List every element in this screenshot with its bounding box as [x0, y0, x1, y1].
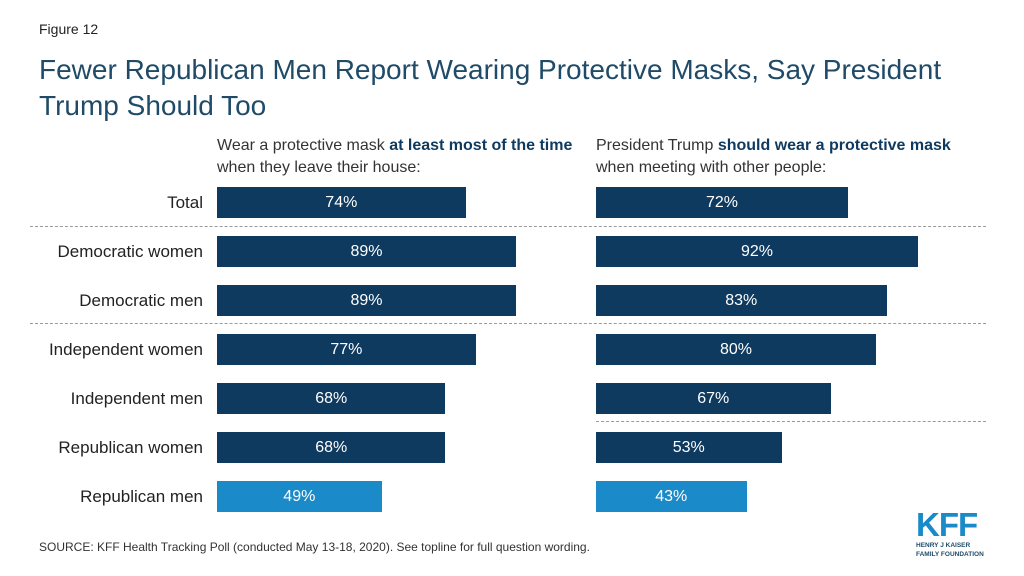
- right-bar-value-label: 83%: [725, 292, 758, 309]
- left-bar: [217, 187, 466, 218]
- right-heading-emphasis: should wear a protective mask: [717, 137, 951, 154]
- category-label: Democratic men: [79, 291, 203, 310]
- right-bar-value-label: 92%: [740, 243, 774, 260]
- left-bar: [217, 432, 446, 463]
- right-bar: [596, 334, 876, 365]
- left-bar-value-label: 68%: [315, 439, 348, 456]
- right-bar-value-label: 67%: [697, 390, 730, 407]
- left-bar-value-label: 77%: [330, 341, 363, 358]
- category-label: Total: [167, 193, 203, 212]
- right-bar: [596, 285, 887, 316]
- right-bar: [596, 187, 848, 218]
- right-bar: [596, 481, 747, 512]
- chart-title: Fewer Republican Men Report Wearing Prot…: [39, 54, 942, 121]
- left-bar-value-label: 89%: [350, 243, 383, 260]
- left-heading-emphasis: at least most of the time: [389, 137, 573, 154]
- right-bar-value-label: 72%: [705, 194, 739, 211]
- right-bar-value-label: 43%: [655, 488, 688, 505]
- category-label: Independent men: [70, 389, 203, 408]
- kff-logo: KFF HENRY J KAISER FAMILY FOUNDATION: [916, 508, 988, 560]
- left-bar: [217, 481, 382, 512]
- left-bar: [217, 236, 517, 267]
- right-bar: [596, 236, 918, 267]
- left-bar: [217, 285, 517, 316]
- logo-subtitle-2: FAMILY FOUNDATION: [916, 551, 984, 558]
- left-bar-value-label: 74%: [325, 194, 358, 211]
- figure-label: Figure 12: [39, 21, 99, 37]
- left-panel-heading: Wear a protective mask at least most of …: [217, 135, 577, 179]
- left-bar-value-label: 49%: [283, 488, 316, 505]
- logo-subtitle-1: HENRY J KAISER: [916, 542, 971, 549]
- group-divider: [30, 323, 986, 324]
- logo-mark: KFF: [916, 506, 978, 543]
- left-bar: [217, 334, 476, 365]
- right-bar: [596, 432, 782, 463]
- left-heading-post: when they leave their house:: [217, 159, 421, 176]
- left-heading-pre: Wear a protective mask: [217, 137, 390, 154]
- right-heading-pre: President Trump: [596, 137, 718, 154]
- source-note: SOURCE: KFF Health Tracking Poll (conduc…: [39, 540, 590, 554]
- left-bar-value-label: 89%: [350, 292, 383, 309]
- group-divider: [596, 421, 986, 422]
- right-bar-value-label: 80%: [719, 341, 753, 358]
- right-bar-value-label: 53%: [672, 439, 705, 456]
- category-label: Republican women: [58, 438, 203, 457]
- category-label: Republican men: [80, 487, 203, 506]
- group-divider: [30, 226, 986, 227]
- right-heading-post: when meeting with other people:: [596, 159, 827, 176]
- category-label: Democratic women: [57, 242, 204, 261]
- right-bar: [596, 383, 831, 414]
- left-bar: [217, 383, 446, 414]
- category-label: Independent women: [48, 340, 203, 359]
- left-bar-value-label: 68%: [315, 390, 348, 407]
- right-panel-heading: President Trump should wear a protective…: [596, 135, 986, 179]
